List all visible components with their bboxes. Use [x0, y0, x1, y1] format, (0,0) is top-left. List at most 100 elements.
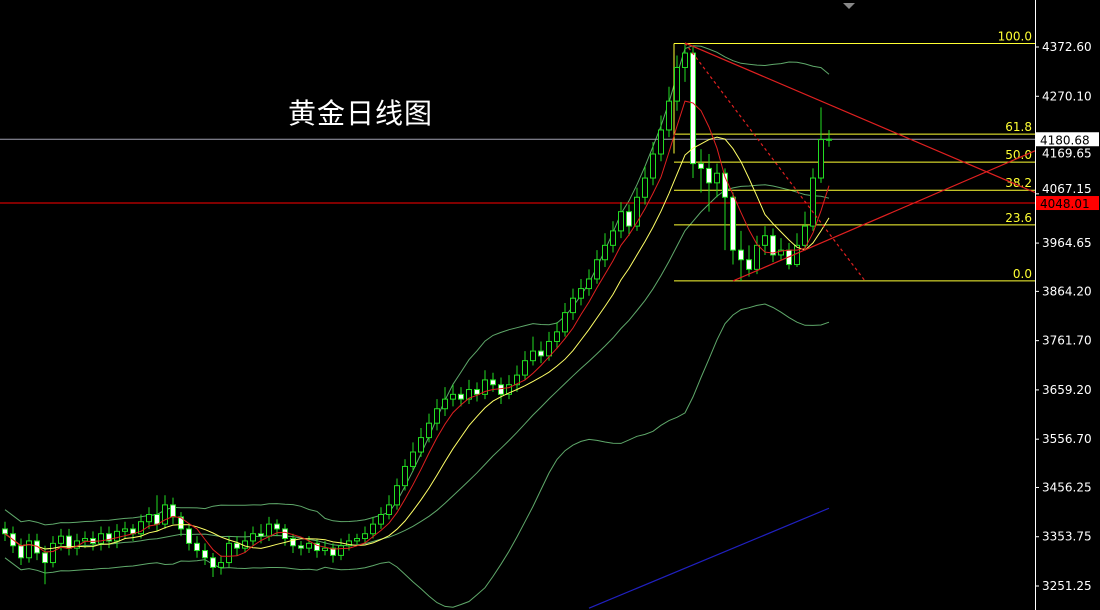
price-axis-background: [1035, 0, 1100, 610]
trendline-1: [732, 150, 1036, 282]
candle: [690, 45, 696, 179]
candles: [2, 42, 832, 585]
bullish-candle-body: [602, 244, 608, 261]
bearish-candle-body: [2, 528, 8, 535]
candle: [626, 204, 632, 236]
bullish-candle-body: [522, 360, 528, 376]
candle: [434, 399, 440, 431]
bullish-candle-body: [450, 393, 456, 400]
bullish-candle-body: [362, 533, 368, 540]
candle: [98, 526, 104, 551]
bearish-candle-body: [18, 545, 24, 559]
bearish-candle-body: [178, 516, 184, 530]
trendline-2: [684, 42, 866, 282]
candle: [338, 538, 344, 561]
candle: [698, 149, 704, 193]
bullish-candle-body: [594, 259, 600, 280]
candle: [186, 524, 192, 551]
y-tick-label: 4067.15: [1042, 182, 1092, 196]
candle: [418, 427, 424, 457]
candle: [802, 211, 808, 251]
fib-level-label: 61.8: [1005, 120, 1032, 134]
candle: [234, 536, 240, 556]
bullish-candle-body: [354, 538, 360, 542]
bearish-candle-body: [186, 528, 192, 544]
ma-fast-line: [4, 100, 830, 557]
price-label-0: 4180.68: [1040, 133, 1090, 147]
candle: [666, 86, 672, 138]
bearish-candle-body: [234, 542, 240, 549]
candle: [130, 524, 136, 541]
bullish-candle-body: [546, 340, 552, 357]
bullish-candle-body: [762, 235, 768, 246]
candle: [522, 351, 528, 380]
y-tick-label: 3353.75: [1042, 530, 1092, 544]
bullish-candle-body: [682, 52, 688, 68]
y-tick-label: 3556.70: [1042, 432, 1092, 446]
bullish-candle-body: [26, 540, 32, 559]
bullish-candle-body: [386, 504, 392, 516]
bullish-candle-body: [570, 297, 576, 314]
bullish-candle-body: [826, 138, 832, 141]
candle: [490, 372, 496, 392]
candle: [114, 524, 120, 549]
bullish-candle-body: [802, 225, 808, 246]
bullish-candle-body: [322, 547, 328, 552]
bullish-candle-body: [674, 66, 680, 102]
bullish-candle-body: [346, 540, 352, 547]
bearish-candle-body: [490, 379, 496, 386]
candle: [106, 526, 112, 549]
candle: [2, 521, 8, 541]
bearish-candle-body: [274, 523, 280, 530]
candle: [594, 250, 600, 284]
bullish-candle-body: [514, 374, 520, 386]
bearish-candle-body: [170, 504, 176, 518]
bullish-candle-body: [714, 172, 720, 184]
bearish-candle-body: [746, 259, 752, 270]
bearish-candle-body: [730, 196, 736, 251]
candle: [530, 336, 536, 366]
candle: [218, 555, 224, 575]
bullish-candle-body: [242, 540, 248, 549]
candle: [386, 495, 392, 520]
scroll-marker-icon[interactable]: [843, 3, 855, 9]
bearish-candle-body: [498, 384, 504, 395]
y-tick-label: 3456.25: [1042, 480, 1092, 494]
bullish-candle-body: [778, 249, 784, 256]
candle: [602, 233, 608, 267]
candle: [546, 331, 552, 361]
y-tick-label: 4169.65: [1042, 146, 1092, 160]
bearish-candle-body: [194, 542, 200, 552]
candle: [170, 497, 176, 525]
candle: [202, 543, 208, 565]
fib-level-label: 0.0: [1013, 267, 1032, 281]
candle: [610, 221, 616, 253]
bullish-candle-body: [98, 533, 104, 544]
candle: [442, 387, 448, 416]
candle: [66, 528, 72, 556]
bullish-candle-body: [402, 465, 408, 487]
candle: [450, 384, 456, 407]
candle: [826, 129, 832, 147]
candle: [746, 245, 752, 277]
bullish-candle-body: [306, 542, 312, 549]
candle: [162, 495, 168, 529]
candle: [402, 459, 408, 491]
bullish-candle-body: [650, 153, 656, 179]
candle: [74, 533, 80, 556]
bullish-candle-body: [338, 545, 344, 556]
bullish-candle-body: [266, 523, 272, 537]
candle: [26, 533, 32, 563]
fib-level-label: 23.6: [1005, 211, 1032, 225]
candle: [426, 413, 432, 443]
y-tick-label: 3251.25: [1042, 579, 1092, 593]
y-tick-label: 3761.70: [1042, 334, 1092, 348]
candle: [682, 42, 688, 82]
bullish-candle-body: [394, 485, 400, 506]
candle: [250, 526, 256, 546]
candle: [658, 115, 664, 162]
y-tick-label: 4270.10: [1042, 89, 1092, 103]
candle: [410, 442, 416, 472]
bullish-candle-body: [138, 521, 144, 535]
